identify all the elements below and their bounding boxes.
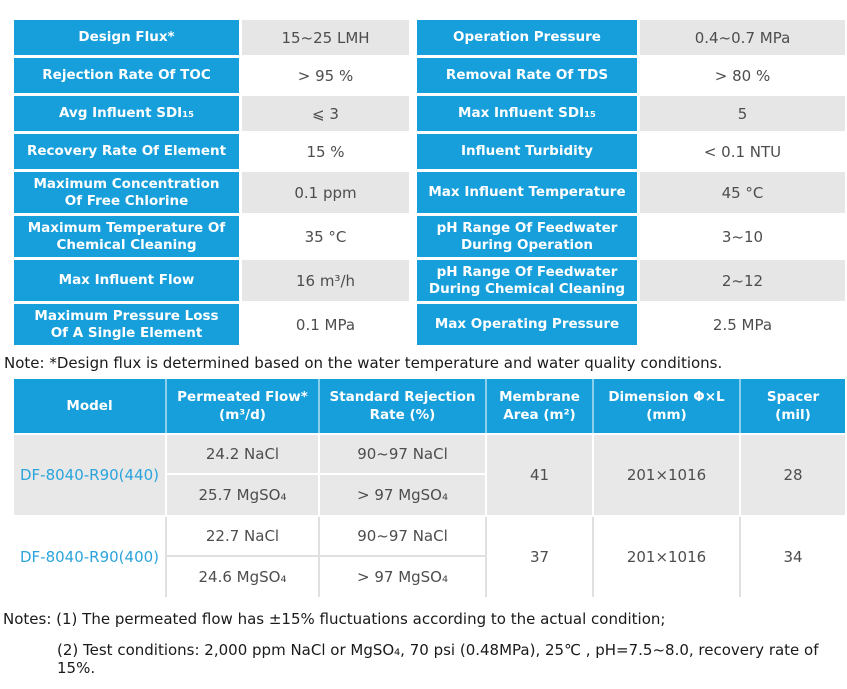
spec-value-cell: < 0.1 NTU xyxy=(640,134,845,169)
spec-label-cell: Maximum Concentration Of Free Chlorine xyxy=(14,172,239,213)
header-model: Model xyxy=(14,379,167,433)
footnote-2: (2) Test conditions: 2,000 ppm NaCl or M… xyxy=(57,641,819,677)
header-line: (mm) xyxy=(646,407,687,423)
column-gap xyxy=(412,260,414,301)
header-line: (mil) xyxy=(775,407,811,423)
column-gap xyxy=(412,58,414,93)
header-line: Dimension Φ×L xyxy=(608,388,725,405)
spec-label-cell: Max Influent Temperature xyxy=(417,172,637,213)
spec-value-cell: > 80 % xyxy=(640,58,845,93)
model-link[interactable]: DF-8040-R90(440) xyxy=(14,435,167,515)
header-rejection-rate: Standard Rejection Rate (%) xyxy=(320,379,487,433)
model-row-group: DF-8040-R90(440) 24.2 NaCl 90~97 NaCl 41… xyxy=(14,435,845,515)
header-spacer: Spacer (mil) xyxy=(741,379,845,433)
header-permeated-flow: Permeated Flow* (m³/d) xyxy=(167,379,320,433)
header-line: Standard Rejection xyxy=(329,388,476,405)
column-gap xyxy=(412,134,414,169)
spec-table: Design Flux* 15~25 LMH Operation Pressur… xyxy=(14,20,845,345)
rejection-nacl-cell: 90~97 NaCl xyxy=(320,517,487,557)
flow-mgso4-cell: 24.6 MgSO₄ xyxy=(167,557,320,597)
spec-value-cell: 45 °C xyxy=(640,172,845,213)
spec-label-cell: Design Flux* xyxy=(14,20,239,55)
footnotes: Notes: (1) The permeated flow has ±15% f… xyxy=(3,610,847,677)
spec-label-cell: Influent Turbidity xyxy=(417,134,637,169)
footnote-1: Notes: (1) The permeated flow has ±15% f… xyxy=(3,610,666,628)
spec-value-cell: ⩽ 3 xyxy=(242,96,409,131)
spec-value-cell: 2~12 xyxy=(640,260,845,301)
header-line: (m³/d) xyxy=(219,407,266,423)
model-table-header: Model Permeated Flow* (m³/d) Standard Re… xyxy=(14,379,845,433)
model-link[interactable]: DF-8040-R90(400) xyxy=(14,517,167,597)
spec-value-cell: 3~10 xyxy=(640,216,845,257)
header-line: Rate (%) xyxy=(369,407,436,423)
membrane-area-cell: 37 xyxy=(487,517,594,597)
model-table: Model Permeated Flow* (m³/d) Standard Re… xyxy=(14,379,845,597)
membrane-area-cell: 41 xyxy=(487,435,594,515)
spec-value-cell: 16 m³/h xyxy=(242,260,409,301)
flow-mgso4-cell: 25.7 MgSO₄ xyxy=(167,475,320,515)
spec-value-cell: 2.5 MPa xyxy=(640,304,845,345)
header-line: Permeated Flow* xyxy=(177,388,308,405)
spec-value-cell: 0.4~0.7 MPa xyxy=(640,20,845,55)
model-row-group: DF-8040-R90(400) 22.7 NaCl 90~97 NaCl 37… xyxy=(14,517,845,597)
spec-value-cell: 0.1 ppm xyxy=(242,172,409,213)
column-gap xyxy=(412,172,414,213)
flow-nacl-cell: 24.2 NaCl xyxy=(167,435,320,475)
spec-label-cell: Maximum Pressure Loss Of A Single Elemen… xyxy=(14,304,239,345)
spec-label-cell: pH Range Of Feedwater During Chemical Cl… xyxy=(417,260,637,301)
header-membrane-area: Membrane Area (m²) xyxy=(487,379,594,433)
spec-value-cell: 5 xyxy=(640,96,845,131)
rejection-nacl-cell: 90~97 NaCl xyxy=(320,435,487,475)
column-gap xyxy=(412,216,414,257)
spec-value-cell: 15~25 LMH xyxy=(242,20,409,55)
spec-label-cell: Removal Rate Of TDS xyxy=(417,58,637,93)
column-gap xyxy=(412,304,414,345)
spec-label-cell: Operation Pressure xyxy=(417,20,637,55)
spec-label-cell: Max Influent SDI₁₅ xyxy=(417,96,637,131)
column-gap xyxy=(412,96,414,131)
spec-label-cell: Max Operating Pressure xyxy=(417,304,637,345)
flow-nacl-cell: 22.7 NaCl xyxy=(167,517,320,557)
spec-label-cell: Max Influent Flow xyxy=(14,260,239,301)
spec-label-cell: Maximum Temperature Of Chemical Cleaning xyxy=(14,216,239,257)
spacer-cell: 28 xyxy=(741,435,845,515)
dimension-cell: 201×1016 xyxy=(594,517,741,597)
spec-value-cell: > 95 % xyxy=(242,58,409,93)
spec-value-cell: 0.1 MPa xyxy=(242,304,409,345)
rejection-mgso4-cell: > 97 MgSO₄ xyxy=(320,475,487,515)
design-flux-note: Note: *Design flux is determined based o… xyxy=(4,354,723,372)
spec-value-cell: 15 % xyxy=(242,134,409,169)
header-line: Membrane xyxy=(499,388,580,405)
header-line: Area (m²) xyxy=(503,407,576,423)
rejection-mgso4-cell: > 97 MgSO₄ xyxy=(320,557,487,597)
header-dimension: Dimension Φ×L (mm) xyxy=(594,379,741,433)
column-gap xyxy=(412,20,414,55)
spec-value-cell: 35 °C xyxy=(242,216,409,257)
spec-label-cell: pH Range Of Feedwater During Operation xyxy=(417,216,637,257)
spec-label-cell: Avg Influent SDI₁₅ xyxy=(14,96,239,131)
header-line: Spacer xyxy=(766,388,820,405)
spacer-cell: 34 xyxy=(741,517,845,597)
dimension-cell: 201×1016 xyxy=(594,435,741,515)
header-line: Model xyxy=(66,397,113,414)
spec-label-cell: Recovery Rate Of Element xyxy=(14,134,239,169)
spec-label-cell: Rejection Rate Of TOC xyxy=(14,58,239,93)
